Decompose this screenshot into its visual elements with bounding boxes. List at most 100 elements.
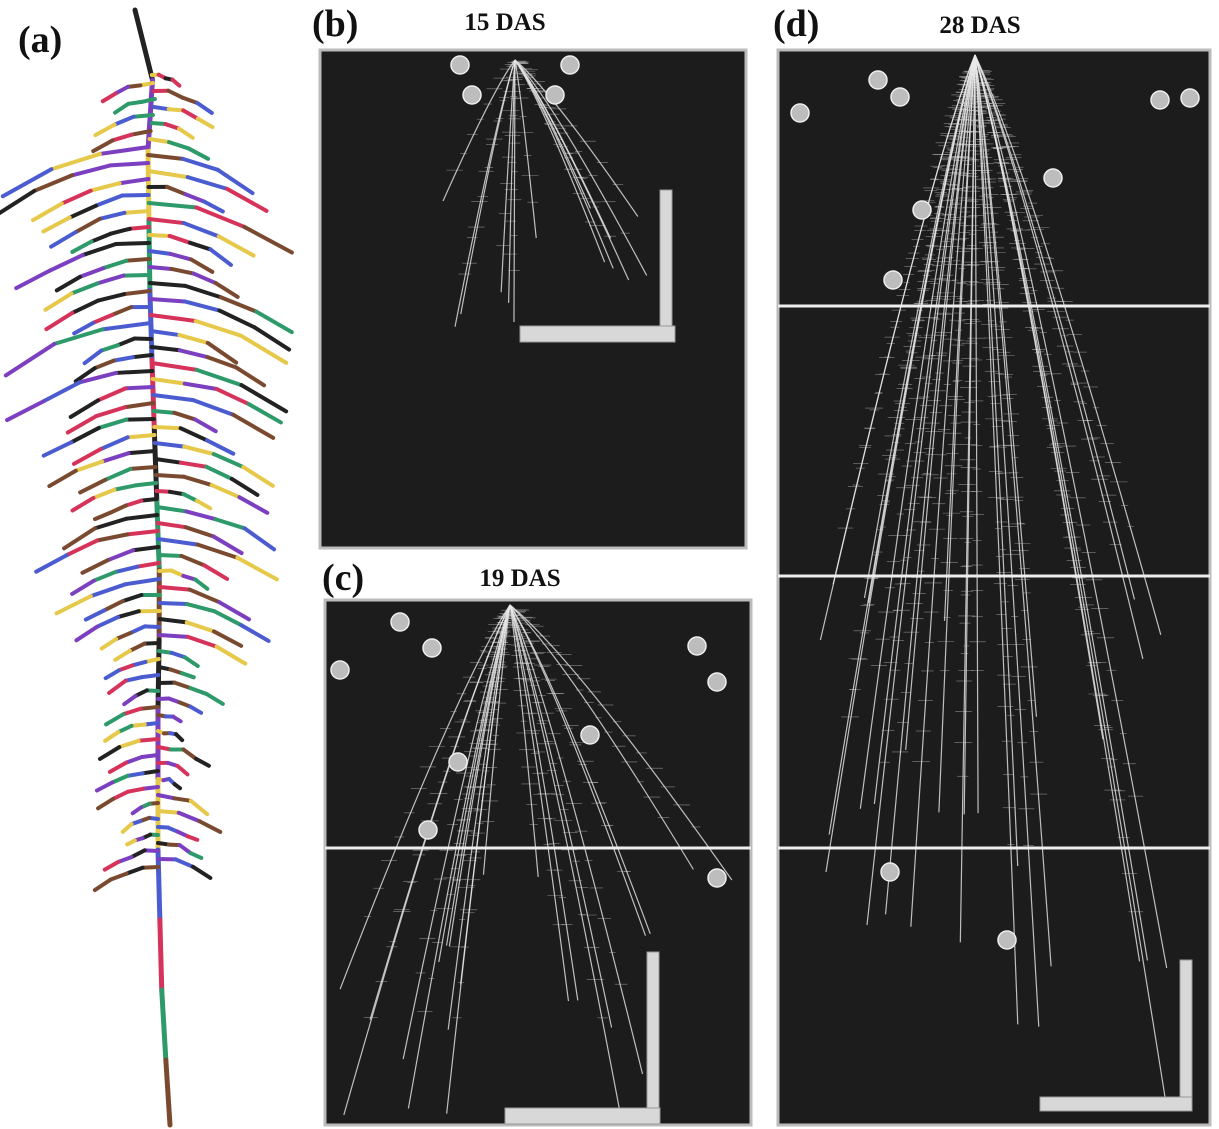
- panel-c-photo: [325, 600, 751, 1125]
- lateral-segment: [193, 867, 210, 878]
- lateral-segment: [183, 159, 218, 170]
- lateral-segment: [186, 527, 214, 536]
- ruler: [1040, 1097, 1192, 1111]
- root-segment: [157, 500, 160, 570]
- lateral-segment: [142, 99, 155, 102]
- lateral-segment: [124, 696, 135, 704]
- panel-d-photo: [778, 50, 1210, 1125]
- marker-bead: [1044, 169, 1062, 187]
- lateral-segment: [126, 419, 154, 420]
- lateral-segment: [151, 331, 179, 335]
- root-segment: [160, 920, 162, 990]
- lateral-segment: [196, 321, 241, 336]
- lateral-segment: [115, 104, 128, 113]
- lateral-segment: [95, 513, 110, 519]
- lateral-segment: [187, 622, 214, 631]
- lateral-segment: [142, 755, 158, 757]
- lateral-segment: [233, 415, 273, 438]
- panel-title: 15 DAS: [464, 9, 545, 36]
- lateral-segment: [57, 596, 91, 613]
- lateral-segment: [170, 492, 183, 494]
- lateral-segment: [85, 351, 102, 364]
- lateral-segment: [115, 117, 134, 125]
- lateral-segment: [95, 125, 114, 136]
- lateral-segment: [150, 283, 186, 286]
- lateral-segment: [149, 219, 184, 223]
- lateral-segment: [133, 547, 158, 550]
- lateral-segment: [106, 714, 123, 724]
- lateral-segment: [155, 443, 185, 447]
- panel-title: 28 DAS: [939, 12, 1020, 39]
- lateral-segment: [110, 506, 125, 513]
- lateral-segment: [118, 857, 131, 862]
- lateral-segment: [86, 610, 105, 619]
- figure: (a) (b) 15 DAS (c) 19 DAS (d) 28 DAS: [0, 0, 1219, 1129]
- lateral-segment: [120, 179, 149, 183]
- lateral-segment: [115, 651, 130, 660]
- lateral-segment: [175, 784, 181, 788]
- lateral-segment: [126, 515, 157, 519]
- marker-bead: [791, 104, 809, 122]
- lateral-segment: [116, 243, 149, 244]
- lateral-segment: [112, 307, 131, 315]
- lateral-segment: [165, 124, 179, 129]
- lateral-segment: [183, 110, 198, 118]
- lateral-segment: [151, 315, 196, 321]
- lateral-segment: [220, 311, 255, 328]
- marker-bead: [708, 869, 726, 887]
- lateral-segment: [130, 644, 145, 651]
- ruler: [647, 952, 659, 1124]
- lateral-segment: [216, 519, 245, 528]
- lateral-segment: [109, 681, 125, 693]
- lateral-segment: [194, 274, 216, 283]
- lateral-segment: [237, 558, 277, 580]
- lateral-segment: [129, 451, 155, 453]
- lateral-segment: [191, 801, 207, 814]
- lateral-segment: [114, 357, 133, 360]
- lateral-segment: [123, 709, 140, 715]
- lateral-segment: [185, 657, 198, 666]
- marker-bead: [708, 673, 726, 691]
- lateral-segment: [72, 581, 94, 594]
- marker-bead: [451, 56, 469, 74]
- lateral-segment: [172, 653, 185, 657]
- lateral-segment: [183, 98, 197, 103]
- lateral-segment: [153, 395, 193, 400]
- lateral-segment: [160, 603, 187, 604]
- marker-bead: [581, 726, 599, 744]
- lateral-segment: [80, 480, 105, 493]
- lateral-segment: [159, 635, 188, 637]
- lateral-segment: [43, 382, 79, 401]
- lateral-segment: [193, 400, 233, 415]
- lateral-segment: [160, 587, 190, 590]
- lateral-segment: [256, 312, 292, 332]
- lateral-segment: [244, 227, 292, 253]
- lateral-segment: [154, 411, 175, 413]
- lateral-segment: [72, 242, 91, 252]
- lateral-segment: [180, 845, 191, 853]
- lateral-segment: [183, 749, 196, 758]
- lateral-segment: [221, 297, 257, 311]
- lateral-segment: [170, 254, 191, 260]
- lateral-segment: [93, 315, 112, 323]
- lateral-segment: [141, 707, 158, 709]
- lateral-segment: [184, 447, 214, 454]
- marker-bead: [891, 88, 909, 106]
- marker-bead: [881, 863, 899, 881]
- root-segment: [135, 10, 153, 80]
- lateral-segment: [126, 259, 149, 261]
- marker-bead: [331, 661, 349, 679]
- lateral-segment: [72, 165, 110, 175]
- lateral-segment: [95, 880, 111, 891]
- lateral-segment: [185, 384, 217, 389]
- lateral-segment: [105, 732, 118, 741]
- lateral-segment: [112, 135, 131, 141]
- lateral-segment: [190, 590, 220, 603]
- lateral-segment: [173, 717, 181, 722]
- lateral-segment: [94, 572, 116, 581]
- lateral-segment: [98, 388, 125, 400]
- lateral-segment: [214, 454, 244, 467]
- lateral-segment: [149, 203, 197, 208]
- lateral-segment: [241, 625, 268, 641]
- lateral-segment: [212, 485, 240, 497]
